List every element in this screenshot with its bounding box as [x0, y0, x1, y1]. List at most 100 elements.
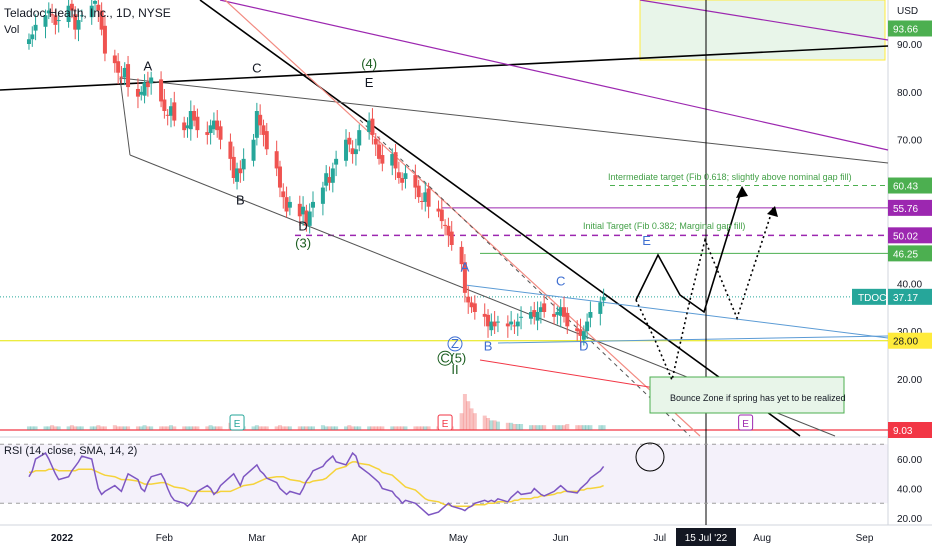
volume-bar — [122, 426, 127, 430]
candle-body — [145, 82, 150, 88]
volume-bar — [377, 426, 382, 430]
trend-blue-lower — [497, 335, 889, 344]
earnings-marker-box — [229, 414, 245, 431]
volume-bar — [205, 426, 210, 430]
price-label-box — [888, 332, 932, 349]
earnings-marker-label: E — [234, 419, 241, 430]
x-tick-label: May — [449, 533, 468, 544]
candle-body — [462, 262, 467, 293]
candle-body — [347, 137, 352, 145]
volume-bar — [297, 426, 302, 430]
crosshair-date-box — [676, 528, 736, 546]
x-tick-label: Sep — [856, 533, 874, 544]
volume-bar — [99, 426, 104, 430]
candle-body — [274, 151, 279, 169]
candle-body — [324, 173, 329, 186]
candle-body — [512, 325, 517, 327]
volume-bar — [515, 424, 520, 430]
volume-bar — [558, 425, 563, 430]
candle-body — [588, 312, 593, 318]
volume-bar — [33, 426, 38, 430]
volume-bar — [535, 425, 540, 430]
x-tick-label: Mar — [248, 533, 266, 544]
volume-bar — [218, 426, 223, 430]
candle-body — [575, 328, 580, 332]
x-tick-label: Feb — [156, 533, 174, 544]
bounce-zone-box — [649, 376, 845, 414]
candle-body — [558, 307, 563, 316]
candle-body — [565, 312, 570, 327]
candle-body — [482, 313, 487, 317]
wave-label: C — [440, 350, 449, 365]
y-tick-label: 40.00 — [897, 279, 922, 290]
candle-body — [515, 321, 520, 327]
y-tick-label: 30.00 — [897, 327, 922, 338]
candle-body — [149, 77, 154, 84]
candle-body — [459, 246, 464, 265]
candle-body — [334, 158, 339, 165]
volume-bar — [565, 424, 570, 430]
volume-bar — [116, 426, 121, 430]
candle-body — [112, 55, 117, 64]
wave-label: (4) — [361, 56, 377, 71]
candle-body — [301, 206, 306, 215]
volume-bar — [188, 426, 193, 430]
candle-body — [489, 321, 494, 331]
candle-body — [472, 303, 477, 312]
candle-body — [182, 122, 187, 131]
candle-body — [528, 312, 533, 319]
volume-bar — [310, 426, 315, 430]
candle-body — [446, 225, 451, 236]
candle-body — [205, 132, 210, 135]
candle-body — [284, 197, 289, 212]
volume-bar — [482, 415, 487, 430]
earnings-marker-label: E — [742, 419, 749, 430]
volume-bar — [284, 426, 289, 430]
candle-body — [532, 310, 537, 317]
wave-label: D — [579, 338, 588, 353]
candle-body — [307, 211, 312, 226]
volume-bar — [69, 425, 74, 430]
volume-bar — [211, 426, 216, 430]
candle-body — [320, 187, 325, 204]
candle-body — [393, 152, 398, 169]
candles — [26, 0, 606, 348]
price-label: 60.43 — [893, 182, 918, 193]
volume-bar — [112, 425, 117, 430]
volume-bar — [165, 426, 170, 430]
candle-body — [254, 111, 259, 138]
candle-body — [403, 173, 408, 179]
volume-bar — [281, 426, 286, 430]
candle-body — [555, 312, 560, 315]
candle-body — [192, 111, 197, 121]
volume-bar — [46, 426, 51, 430]
candle-body — [208, 125, 213, 134]
volume-bar — [96, 425, 101, 430]
trend-red — [479, 359, 681, 393]
forecast-solid-path — [635, 187, 743, 314]
rsi-circle — [635, 442, 665, 472]
earnings-marker-box — [437, 414, 453, 431]
price-label: 28.00 — [893, 337, 918, 348]
trend-purple-1 — [219, 0, 889, 151]
volume-bar — [53, 426, 58, 430]
price-label: 37.17 — [893, 293, 918, 304]
price-label: 55.76 — [893, 204, 918, 215]
candle-body — [43, 15, 48, 27]
volume-bar — [168, 425, 173, 430]
candle-body — [377, 144, 382, 159]
candle-body — [310, 201, 315, 208]
volume-label: Vol — [4, 24, 20, 36]
candle-body — [264, 131, 269, 150]
trend-gray-left — [119, 77, 131, 156]
wave-label: Z — [451, 336, 459, 351]
candle-body — [542, 303, 547, 312]
volume-bar — [102, 426, 107, 430]
volume-bar — [413, 426, 418, 430]
price-label-box — [888, 177, 932, 194]
volume-bar — [142, 425, 147, 430]
candle-body — [96, 4, 101, 11]
candle-body — [601, 296, 606, 301]
forecast-dotted-path — [635, 207, 774, 383]
